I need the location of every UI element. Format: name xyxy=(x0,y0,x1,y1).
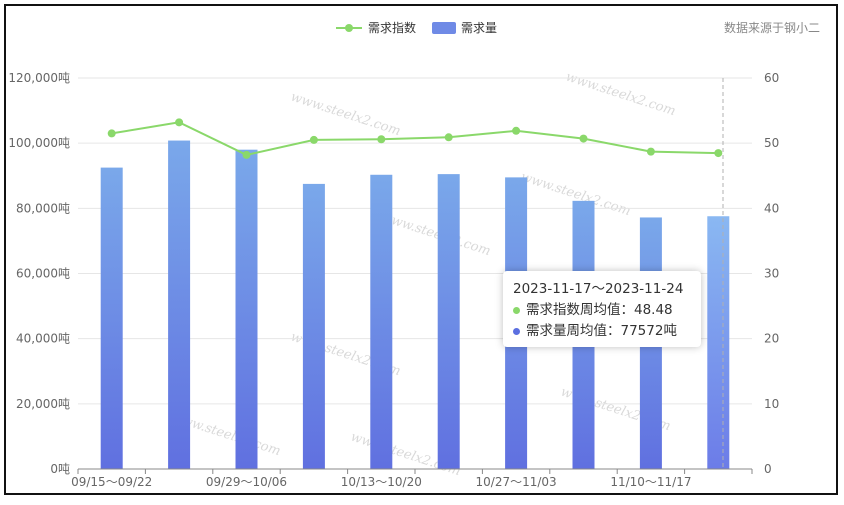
y-left-tick-label: 20,000吨 xyxy=(16,397,70,411)
line-point-0[interactable] xyxy=(107,129,116,138)
tooltip-title: 2023-11-17～2023-11-24 xyxy=(513,281,684,297)
y-left-tick-label: 100,000吨 xyxy=(8,136,70,150)
tooltip-dot-index xyxy=(513,306,520,314)
legend-bar-swatch xyxy=(432,22,456,34)
bar-2[interactable] xyxy=(235,149,258,469)
x-tick-label: 11/10～11/17 xyxy=(610,475,691,489)
tooltip-volume-text: 需求量周均值：77572吨 xyxy=(526,323,677,339)
y-left-tick-label: 120,000吨 xyxy=(8,71,70,85)
legend-item-demand-index[interactable]: 需求指数 xyxy=(368,20,416,35)
y-left-tick-label: 60,000吨 xyxy=(16,267,70,281)
tooltip-row-index: 需求指数周均值：48.48 xyxy=(513,300,691,321)
bar-9[interactable] xyxy=(707,216,730,469)
legend-item-demand-volume[interactable]: 需求量 xyxy=(461,21,497,35)
watermark-text: www.steelx2.com xyxy=(379,210,493,260)
x-tick-label: 09/29～10/06 xyxy=(206,475,287,489)
line-point-2[interactable] xyxy=(242,150,251,159)
data-source-note: 数据来源于钢小二 xyxy=(724,20,820,35)
bar-4[interactable] xyxy=(370,174,393,469)
y-right-tick-label: 0 xyxy=(764,462,772,476)
line-point-4[interactable] xyxy=(377,135,386,144)
bar-0[interactable] xyxy=(100,167,123,469)
y-right-tick-label: 40 xyxy=(764,201,779,215)
y-right-tick-label: 10 xyxy=(764,397,779,411)
chart-frame xyxy=(4,4,838,495)
x-tick-label: 10/13～10/20 xyxy=(341,475,422,489)
y-right-tick-label: 50 xyxy=(764,136,779,150)
line-series xyxy=(107,118,723,159)
line-point-7[interactable] xyxy=(579,134,588,143)
line-point-1[interactable] xyxy=(175,118,184,127)
demand-index-line xyxy=(111,121,719,156)
bar-5[interactable] xyxy=(437,174,460,469)
y-left-tick-label: 0吨 xyxy=(50,462,70,476)
tooltip: 2023-11-17～2023-11-24 需求指数周均值：48.48 需求量周… xyxy=(503,271,701,347)
tooltip-row-volume: 需求量周均值：77572吨 xyxy=(513,321,691,342)
bar-series xyxy=(100,140,730,470)
y-right-tick-label: 20 xyxy=(764,332,779,346)
line-point-9[interactable] xyxy=(714,149,723,158)
bar-3[interactable] xyxy=(302,183,325,470)
x-tick-label: 09/15～09/22 xyxy=(71,475,152,489)
legend[interactable]: 需求指数 需求量 xyxy=(336,20,497,35)
line-point-8[interactable] xyxy=(646,147,655,156)
line-point-6[interactable] xyxy=(512,126,521,135)
bar-1[interactable] xyxy=(168,140,191,469)
y-right-tick-label: 30 xyxy=(764,267,779,281)
y-right-tick-label: 60 xyxy=(764,71,779,85)
y-left-tick-label: 80,000吨 xyxy=(16,201,70,215)
tooltip-dot-volume xyxy=(513,327,520,335)
watermark-text: www.steelx2.com xyxy=(289,90,403,140)
axes xyxy=(77,468,753,474)
tick-labels: 0吨 20,000吨 40,000吨 60,000吨 80,000吨 100,000吨 12… xyxy=(8,71,779,489)
watermark-text: www.steelx2.com xyxy=(564,70,678,120)
y-left-tick-label: 40,000吨 xyxy=(16,332,70,346)
tooltip-index-text: 需求指数周均值：48.48 xyxy=(526,302,673,318)
legend-line-marker xyxy=(345,24,353,32)
x-tick-label: 10/27～11/03 xyxy=(476,475,557,489)
line-point-3[interactable] xyxy=(309,135,318,144)
line-point-5[interactable] xyxy=(444,133,453,142)
